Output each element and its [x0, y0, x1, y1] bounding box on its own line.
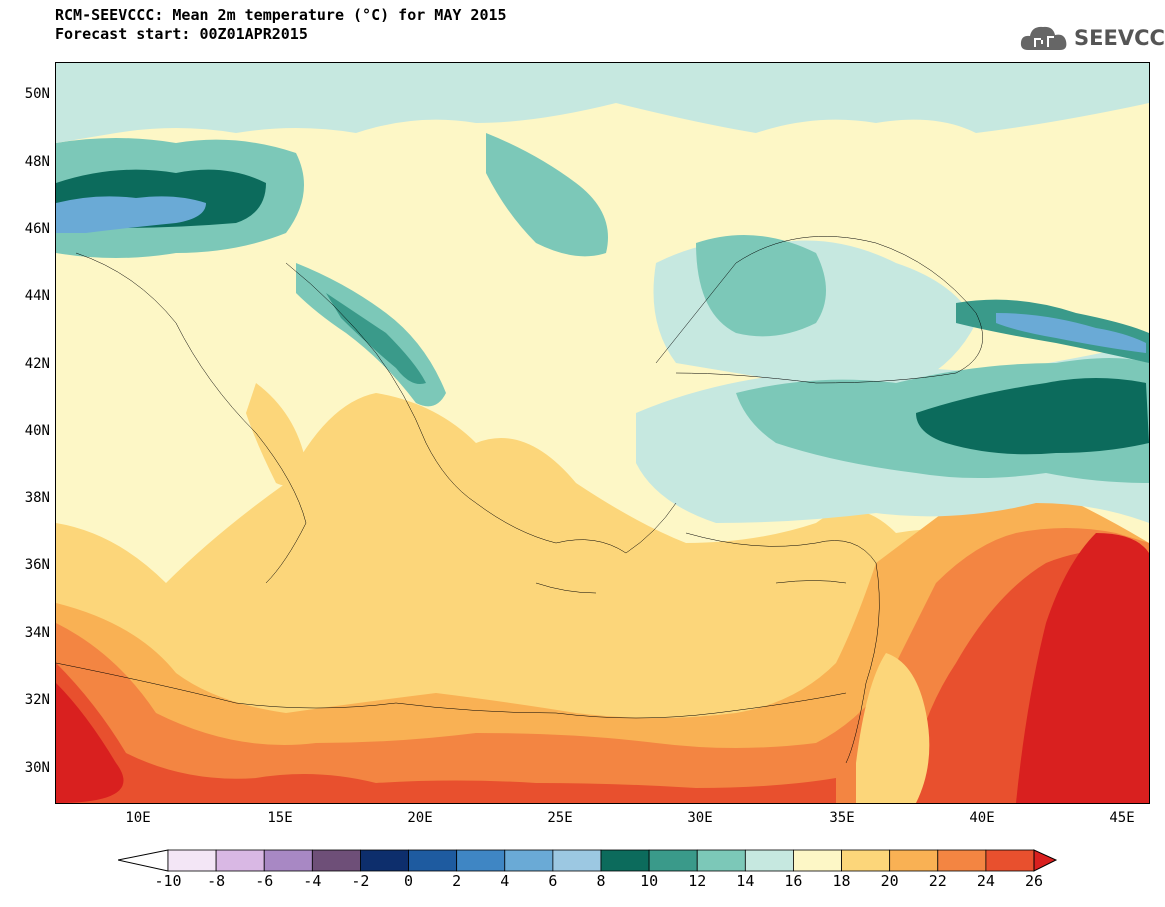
- colorbar-swatch: [889, 849, 939, 872]
- forecast-start-subtitle: Forecast start: 00Z01APR2015: [55, 25, 308, 43]
- colorbar-label: 22: [928, 872, 947, 890]
- lat-label-34n: 34N: [24, 625, 50, 641]
- temperature-map: [55, 62, 1150, 804]
- lon-label-20e: 20E: [407, 810, 433, 826]
- colorbar-over-triangle: [1033, 849, 1058, 872]
- field-12-14-black-sea: [696, 235, 826, 337]
- colorbar-label: 2: [452, 872, 462, 890]
- colorbar-swatch: [552, 849, 602, 872]
- temperature-field: [56, 63, 1149, 803]
- colorbar-label: -4: [303, 872, 322, 890]
- field-12-14-carpathians: [486, 133, 608, 257]
- lon-label-10e: 10E: [125, 810, 151, 826]
- colorbar-swatch: [600, 849, 650, 872]
- colorbar-swatch: [263, 849, 313, 872]
- field-14-16-north: [56, 63, 1149, 143]
- lat-label-48n: 48N: [24, 154, 50, 170]
- lat-label-32n: 32N: [24, 692, 50, 708]
- lon-label-45e: 45E: [1109, 810, 1135, 826]
- field-4-6-alps: [56, 196, 206, 233]
- cloud-icon: [1020, 26, 1067, 50]
- colorbar-label: 8: [596, 872, 606, 890]
- field-4-6-caucasus: [996, 313, 1146, 353]
- colorbar-swatch: [985, 849, 1035, 872]
- colorbar-swatch: [696, 849, 746, 872]
- field-over-26-arabia: [1016, 533, 1149, 803]
- field-18-20-italy: [246, 383, 306, 486]
- colorbar-label: 14: [736, 872, 755, 890]
- colorbar-swatch: [648, 849, 698, 872]
- field-over-26-libya: [56, 683, 124, 803]
- lon-label-35e: 35E: [829, 810, 855, 826]
- field-8-10-anatolia: [916, 378, 1149, 455]
- colorbar-swatch: [167, 849, 217, 872]
- field-10-12-balkans: [326, 293, 426, 384]
- colorbar-swatch: [456, 849, 506, 872]
- colorbar-label: 26: [1024, 872, 1044, 890]
- lon-label-25e: 25E: [547, 810, 573, 826]
- map-title-block: RCM-SEEVCCC: Mean 2m temperature (°C) fo…: [55, 6, 507, 44]
- colorbar-label: -10: [154, 872, 182, 890]
- lon-label-30e: 30E: [687, 810, 713, 826]
- field-18-20-levant: [856, 653, 930, 803]
- colorbar: [118, 849, 1058, 872]
- colorbar-label: -2: [351, 872, 370, 890]
- colorbar-label: 0: [404, 872, 414, 890]
- lat-label-40n: 40N: [24, 423, 50, 439]
- colorbar-swatch: [841, 849, 891, 872]
- colorbar-swatch: [360, 849, 409, 872]
- colorbar-label: 12: [688, 872, 707, 890]
- colorbar-swatch: [504, 849, 554, 872]
- colorbar-label: 24: [976, 872, 995, 890]
- colorbar-label: -6: [255, 872, 274, 890]
- colorbar-under-triangle: [118, 849, 169, 872]
- colorbar-swatch: [793, 849, 842, 872]
- colorbar-label: 16: [784, 872, 803, 890]
- lat-label-50n: 50N: [24, 86, 50, 102]
- logo-text: SEEVCCC: [1074, 26, 1165, 50]
- colorbar-label: 18: [832, 872, 851, 890]
- colorbar-label: 4: [500, 872, 510, 890]
- colorbar-swatch: [408, 849, 458, 872]
- colorbar-label: 20: [880, 872, 899, 890]
- lon-label-40e: 40E: [969, 810, 995, 826]
- colorbar-label: -8: [207, 872, 226, 890]
- colorbar-label: 6: [548, 872, 558, 890]
- colorbar-swatch: [937, 849, 987, 872]
- lat-label-30n: 30N: [24, 760, 50, 776]
- lon-label-15e: 15E: [267, 810, 293, 826]
- colorbar-swatch: [744, 849, 794, 872]
- lat-label-46n: 46N: [24, 221, 50, 237]
- coastline-layer: [56, 236, 983, 764]
- colorbar-label: 10: [640, 872, 659, 890]
- lat-label-38n: 38N: [24, 490, 50, 506]
- colorbar-swatch: [215, 849, 265, 872]
- lat-label-36n: 36N: [24, 557, 50, 573]
- seevccc-logo: SEEVCCC: [1018, 20, 1165, 56]
- lat-label-44n: 44N: [24, 288, 50, 304]
- lat-label-42n: 42N: [24, 356, 50, 372]
- map-title: RCM-SEEVCCC: Mean 2m temperature (°C) fo…: [55, 6, 507, 24]
- colorbar-swatch: [311, 849, 361, 872]
